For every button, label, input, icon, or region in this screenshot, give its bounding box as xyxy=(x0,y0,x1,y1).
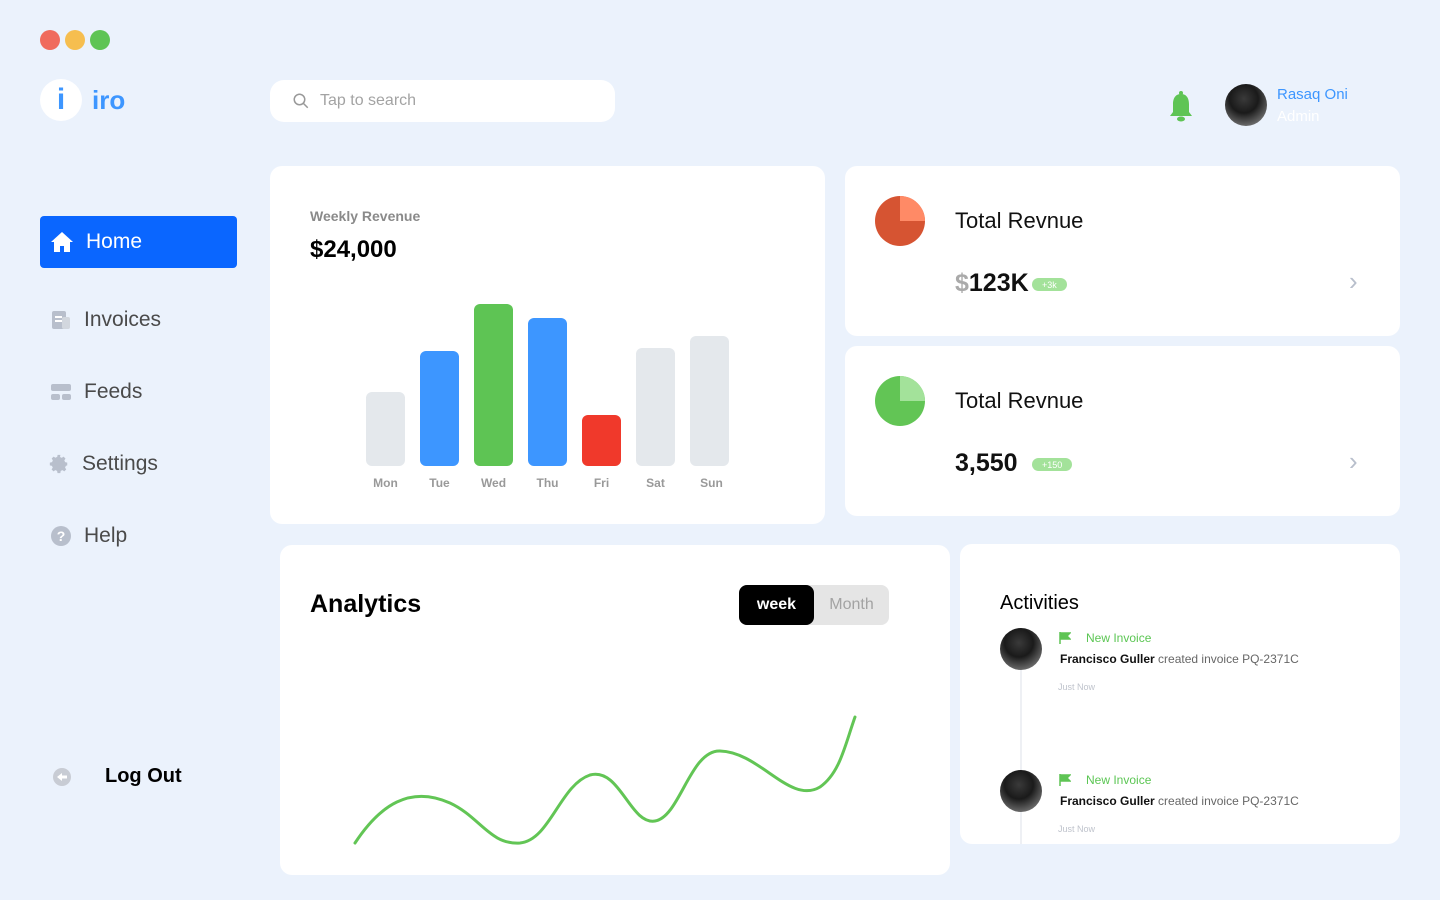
activity-text: Francisco Guller created invoice PQ-2371… xyxy=(1060,794,1299,808)
sidebar-item-home[interactable]: Home xyxy=(40,216,237,268)
bar-label: Wed xyxy=(480,476,507,490)
bar-label: Mon xyxy=(373,476,398,490)
sidebar-item-settings[interactable]: Settings xyxy=(40,438,237,490)
sidebar-item-label: Feeds xyxy=(84,380,143,403)
bar-wed[interactable] xyxy=(474,304,513,466)
weekly-bar-chart xyxy=(366,302,736,466)
activity-avatar xyxy=(1000,770,1042,812)
bar-label: Fri xyxy=(593,476,610,490)
logo-letter: i xyxy=(56,83,66,116)
feeds-icon xyxy=(51,384,71,400)
sidebar-item-label: Home xyxy=(86,230,143,253)
activity-user[interactable]: Francisco Guller xyxy=(1060,794,1155,808)
window-close-button[interactable] xyxy=(40,30,60,50)
bar-thu[interactable] xyxy=(528,318,567,466)
logout-button[interactable]: Log Out xyxy=(105,765,182,787)
activity-avatar xyxy=(1000,628,1042,670)
currency-symbol: $ xyxy=(955,269,969,297)
activity-action: created invoice PQ-2371C xyxy=(1158,794,1299,808)
flag-icon xyxy=(1059,774,1071,786)
svg-text:?: ? xyxy=(57,528,66,544)
bar-mon[interactable] xyxy=(366,392,405,466)
total-revenue-card-2[interactable]: Total Revnue 3,550 +150 › xyxy=(845,346,1400,516)
invoice-icon xyxy=(52,311,70,329)
stat-value: $123K xyxy=(955,269,1029,298)
user-name[interactable]: Rasaq Oni xyxy=(1277,86,1348,103)
bar-label: Thu xyxy=(536,476,559,490)
notification-bell-icon[interactable] xyxy=(1168,91,1194,128)
toggle-week[interactable]: week xyxy=(739,585,814,625)
sidebar-item-invoices[interactable]: Invoices xyxy=(40,294,237,346)
bar-sat[interactable] xyxy=(636,348,675,466)
search-bar[interactable] xyxy=(270,80,615,122)
bar-label: Tue xyxy=(429,476,450,490)
sidebar-item-help[interactable]: ? Help xyxy=(40,510,237,562)
delta-badge: +3k xyxy=(1032,278,1067,291)
search-input[interactable] xyxy=(320,92,580,110)
activities-title: Activities xyxy=(1000,592,1079,614)
bar-label: Sun xyxy=(700,476,723,490)
analytics-title: Analytics xyxy=(310,590,422,618)
bar-fri[interactable] xyxy=(582,415,621,466)
help-icon: ? xyxy=(51,526,71,546)
analytics-card: Analytics xyxy=(280,545,950,875)
window-maximize-button[interactable] xyxy=(90,30,110,50)
sidebar-item-label: Settings xyxy=(82,452,158,475)
activity-time: Just Now xyxy=(1058,824,1096,834)
home-icon xyxy=(51,232,73,252)
toggle-month[interactable]: Month xyxy=(829,596,874,613)
stat-value: 3,550 xyxy=(955,449,1018,477)
activity-title: New Invoice xyxy=(1086,631,1152,645)
weekly-revenue-amount: $24,000 xyxy=(310,236,397,263)
period-toggle: week Month xyxy=(739,585,889,625)
brand-name: iro xyxy=(92,85,126,115)
timeline-line xyxy=(1020,664,1022,844)
flag-icon xyxy=(1059,632,1071,644)
logo: i xyxy=(40,79,82,121)
sidebar-item-label: Invoices xyxy=(84,308,162,331)
activity-text: Francisco Guller created invoice PQ-2371… xyxy=(1060,652,1299,666)
weekly-revenue-card: Weekly Revenue $24,000 Mon Tue Wed Thu F… xyxy=(270,166,825,524)
delta-badge: +150 xyxy=(1032,458,1073,471)
logout-icon[interactable] xyxy=(52,767,72,792)
user-role: Admin xyxy=(1277,108,1320,125)
bar-label: Sat xyxy=(646,476,665,490)
search-icon xyxy=(293,93,309,109)
activity-time: Just Now xyxy=(1058,682,1096,692)
analytics-line-chart xyxy=(353,715,857,845)
activity-action: created invoice PQ-2371C xyxy=(1158,652,1299,666)
total-revenue-card[interactable]: Total Revnue $123K +3k › xyxy=(845,166,1400,336)
chevron-right-icon[interactable]: › xyxy=(1349,266,1358,296)
activity-user[interactable]: Francisco Guller xyxy=(1060,652,1155,666)
window-minimize-button[interactable] xyxy=(65,30,85,50)
pie-chart-icon xyxy=(875,376,925,426)
weekly-revenue-label: Weekly Revenue xyxy=(310,208,421,224)
sidebar-item-feeds[interactable]: Feeds xyxy=(40,366,237,418)
user-avatar[interactable] xyxy=(1225,84,1267,126)
sidebar-item-label: Help xyxy=(84,524,128,547)
stat-title: Total Revnue xyxy=(955,388,1084,413)
bar-tue[interactable] xyxy=(420,351,459,466)
chevron-right-icon[interactable]: › xyxy=(1349,446,1358,476)
gear-icon xyxy=(49,454,68,474)
stat-number: 123K xyxy=(968,269,1029,297)
stat-title: Total Revnue xyxy=(955,208,1084,233)
bar-sun[interactable] xyxy=(690,336,729,466)
activity-title: New Invoice xyxy=(1086,773,1152,787)
pie-chart-icon xyxy=(875,196,925,246)
activities-card: Activities New Invoice Francisco Guller … xyxy=(960,544,1400,844)
